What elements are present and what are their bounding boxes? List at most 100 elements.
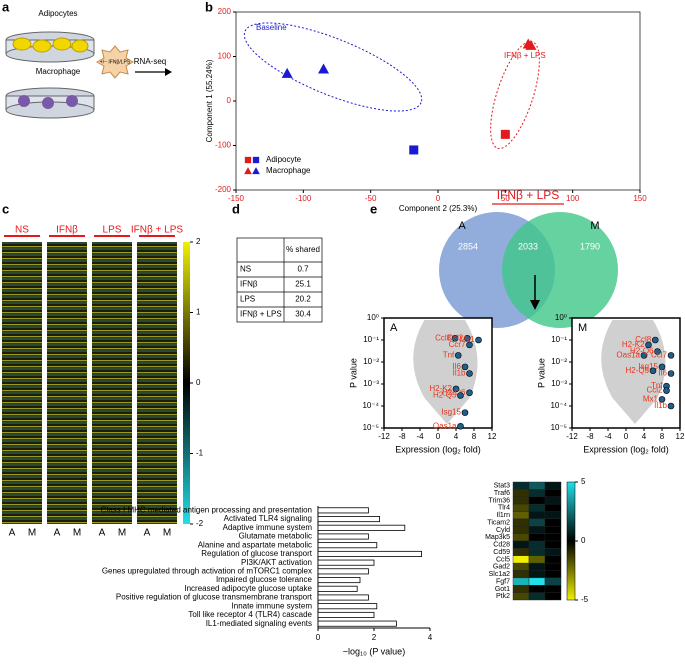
bar	[317, 533, 369, 540]
heat-cell	[512, 570, 530, 579]
heat-cell	[512, 585, 530, 593]
point	[452, 385, 460, 393]
legend-label: Adipocyte	[266, 155, 302, 164]
category-label: Activated TLR4 signaling	[224, 514, 312, 523]
category-label: Adaptive immune system	[223, 523, 313, 532]
category-label: Toll like receptor 4 (TLR4) cascade	[188, 610, 312, 619]
y-axis-label: P value	[348, 358, 358, 388]
x-tick-label: -12	[378, 432, 390, 441]
venn-count: 1790	[580, 241, 600, 251]
heat-cell	[528, 548, 546, 556]
heat-cell	[544, 555, 562, 564]
point-label: H2-Q6	[442, 388, 466, 397]
table-cell: LPS	[240, 295, 255, 304]
point	[640, 352, 648, 359]
heat-cell	[544, 489, 562, 497]
group-label: NS	[15, 225, 29, 236]
x-tick-label: 8	[660, 432, 665, 441]
heat-cell	[528, 570, 546, 579]
heat-cell	[512, 511, 530, 520]
heat-cell	[544, 540, 562, 549]
y-tick-label: 10⁻⁴	[362, 401, 379, 410]
heat-cell	[512, 562, 530, 571]
category-label: Impaired glucose tolerance	[216, 575, 313, 584]
heat-cell	[544, 562, 562, 571]
heat-cell	[512, 489, 530, 497]
legend-marker	[244, 167, 252, 175]
heat-cell	[512, 503, 530, 512]
x-tick-label: -150	[228, 194, 245, 203]
table-header: % shared	[286, 245, 320, 254]
bar	[317, 542, 378, 549]
x-tick-label: -50	[365, 194, 377, 203]
x-tick-label: 100	[566, 194, 580, 203]
heat-cell	[528, 585, 546, 593]
point-label: H2-Q6	[630, 347, 654, 356]
heat-cell	[512, 533, 530, 542]
colorbar-tick-label: -5	[581, 595, 589, 604]
point-label: Mx1	[643, 394, 659, 403]
x-tick-label: 12	[488, 432, 497, 441]
marker	[525, 39, 537, 50]
set-label: A	[458, 220, 466, 232]
y-tick-label: 10⁰	[555, 313, 567, 322]
annotation: IFNβ + LPS	[504, 51, 546, 60]
panel-c-heatmaps	[2, 242, 190, 524]
point	[658, 363, 666, 371]
point	[667, 352, 675, 359]
colorbar-tick-label: 1	[196, 308, 201, 317]
x-axis-label: −log₁₀ (P value)	[343, 646, 405, 656]
legend-label: Macrophage	[266, 166, 311, 175]
bar	[317, 568, 369, 575]
colorbar-tick-label: 2	[196, 237, 201, 246]
heat-cell	[528, 540, 546, 549]
point-label: Tnf	[443, 350, 455, 359]
colorbar-tick-label: -2	[196, 519, 204, 528]
venn-count: 2854	[458, 241, 478, 251]
column-label: A	[54, 528, 61, 539]
row-label: Il1rn	[496, 512, 510, 519]
marker	[409, 145, 419, 155]
row-label: Got1	[495, 586, 510, 593]
category-label: PI3K/AKT activation	[241, 558, 312, 567]
bar	[317, 594, 369, 601]
legend-marker	[252, 156, 260, 164]
y-tick-label: -200	[215, 185, 232, 194]
heat-cell	[512, 518, 530, 527]
bar	[317, 611, 375, 618]
bar	[317, 516, 380, 523]
category-label: Genes upregulated through activation of …	[102, 566, 312, 575]
panel-label: a	[2, 0, 10, 14]
point-label: Isg15	[441, 408, 461, 417]
row-label: Traf6	[494, 490, 510, 497]
heat-cell	[544, 548, 562, 556]
point-label: H2-K2	[622, 340, 645, 349]
x-tick-label: 4	[454, 432, 459, 441]
bar	[317, 620, 397, 627]
heat-cell	[544, 496, 562, 505]
heat-cell	[512, 592, 530, 601]
point-label: H2-Q5	[625, 366, 649, 375]
heat-cell	[544, 533, 562, 542]
heat-cell	[528, 555, 546, 564]
legend-marker	[244, 156, 252, 164]
point	[461, 409, 469, 416]
colorbar	[566, 481, 576, 601]
point-label: Ccl2	[447, 333, 464, 342]
y-tick-label: 10⁻⁵	[551, 423, 567, 432]
colorbar-tick-label: -1	[196, 449, 204, 458]
y-tick-label: 10⁻⁵	[363, 423, 379, 432]
y-axis-label: Component 1 (55.24%)	[205, 59, 214, 142]
point	[463, 334, 471, 342]
heat-cell	[512, 577, 530, 586]
y-axis-label: P value	[536, 358, 546, 388]
table-frame	[236, 237, 323, 323]
x-tick-label: -8	[586, 432, 594, 441]
treatment-label: +/− IFNβ/LPS	[100, 59, 131, 65]
point	[457, 392, 464, 399]
heat-cell	[544, 518, 562, 527]
heat-cell	[528, 489, 546, 497]
y-tick-label: 10⁻²	[551, 357, 567, 366]
heat-cell	[544, 570, 562, 579]
y-tick-label: 100	[218, 52, 232, 61]
